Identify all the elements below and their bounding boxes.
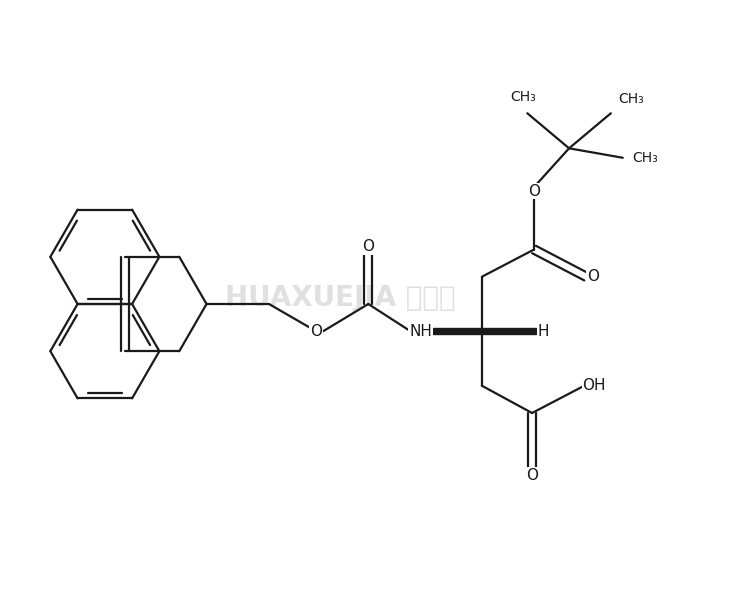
Text: O: O xyxy=(587,269,599,285)
Text: HUAXUEJIA 化学加: HUAXUEJIA 化学加 xyxy=(225,284,456,312)
Text: CH₃: CH₃ xyxy=(510,91,536,105)
Text: H: H xyxy=(538,323,549,339)
Text: O: O xyxy=(528,184,540,199)
Text: O: O xyxy=(526,468,538,483)
Text: O: O xyxy=(362,239,374,254)
Polygon shape xyxy=(482,328,536,334)
Polygon shape xyxy=(433,328,482,334)
Text: CH₃: CH₃ xyxy=(633,151,658,165)
Text: OH: OH xyxy=(583,378,606,393)
Text: O: O xyxy=(310,323,322,339)
Text: NH: NH xyxy=(409,323,432,339)
Text: CH₃: CH₃ xyxy=(619,92,645,106)
